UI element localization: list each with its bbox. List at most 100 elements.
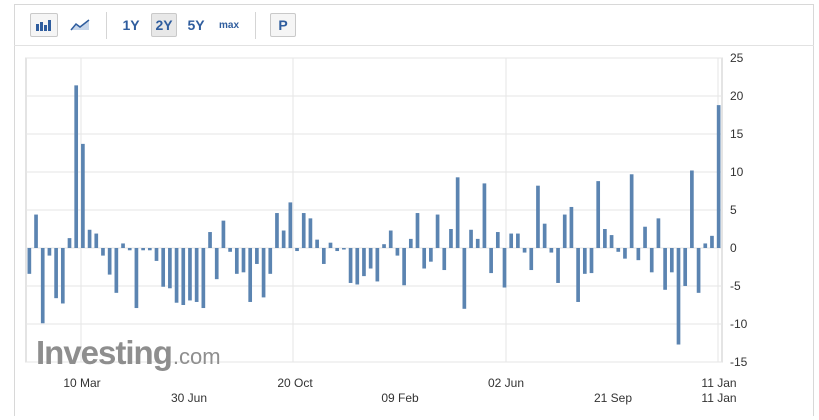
range-2y-button[interactable]: 2Y (151, 13, 177, 37)
print-button[interactable]: P (270, 13, 296, 37)
bar (589, 248, 594, 274)
bar (509, 233, 514, 248)
y-tick-label: -5 (730, 279, 741, 293)
bar (502, 248, 507, 288)
bar (382, 244, 386, 248)
bar (495, 232, 500, 248)
bar (676, 248, 681, 345)
bar (395, 248, 400, 256)
bar (295, 248, 299, 252)
bar (489, 248, 493, 274)
bar (308, 218, 313, 248)
bar (60, 248, 65, 304)
bar (616, 248, 621, 252)
bar (582, 248, 587, 274)
x-tick-label: 20 Oct (277, 376, 313, 390)
x-tick-label: 21 Sep (594, 391, 632, 405)
x-tick-label: 09 Feb (381, 391, 419, 405)
bar (315, 239, 319, 248)
bar-chart-button[interactable] (30, 13, 58, 37)
x-tick-label: 11 Jan (701, 391, 736, 405)
bar (408, 238, 413, 248)
bar (516, 233, 520, 248)
bar (168, 248, 172, 289)
bar (275, 213, 279, 248)
bar (34, 214, 38, 248)
bar (281, 230, 286, 248)
bar (348, 248, 353, 283)
y-tick-label: 25 (730, 51, 744, 65)
bar (696, 248, 701, 293)
bar (442, 248, 447, 271)
bar (596, 181, 601, 248)
line-chart-button[interactable] (66, 13, 94, 37)
bar (101, 248, 105, 256)
bar (435, 214, 440, 248)
bar (656, 218, 661, 248)
bar (261, 248, 266, 298)
bar (40, 248, 45, 324)
y-tick-label: 10 (730, 165, 744, 179)
bar (482, 183, 487, 248)
bar (188, 248, 192, 301)
toolbar-separator (255, 12, 256, 39)
bar (375, 248, 380, 282)
bar (529, 248, 534, 271)
bar (127, 248, 132, 251)
bar (107, 248, 112, 275)
bar (255, 248, 259, 264)
line-chart-icon (70, 19, 90, 31)
bar (154, 248, 159, 261)
bar (208, 232, 212, 248)
bar (663, 248, 667, 290)
bar (603, 229, 607, 248)
bar (181, 248, 186, 305)
bar (522, 248, 527, 253)
bar (321, 248, 326, 264)
bar (241, 248, 246, 273)
x-tick-label: 02 Jun (488, 376, 524, 390)
x-tick-label: 11 Jan (701, 376, 736, 390)
bar (328, 242, 333, 248)
bar (114, 248, 119, 293)
range-1y-button[interactable]: 1Y (122, 17, 140, 33)
y-tick-label: 0 (730, 241, 737, 255)
range-max-button[interactable]: max (218, 19, 239, 31)
bar (542, 223, 547, 248)
bar (342, 248, 346, 250)
bar (194, 248, 199, 302)
range-5y-button[interactable]: 5Y (187, 17, 205, 33)
y-tick-label: 20 (730, 89, 744, 103)
toolbar-separator (106, 12, 107, 39)
bar (134, 248, 139, 309)
bar (141, 248, 145, 251)
bar (301, 213, 306, 248)
bar (121, 243, 125, 248)
bar (368, 248, 373, 269)
bar-chart-icon (36, 20, 51, 31)
bar (201, 248, 206, 309)
bar (335, 248, 340, 252)
bar (649, 248, 654, 273)
x-tick-label: 10 Mar (63, 376, 100, 390)
bar (174, 248, 179, 303)
bar (214, 248, 219, 280)
bar (609, 235, 614, 248)
bar (288, 202, 293, 248)
bar (388, 230, 393, 248)
bar (67, 238, 72, 248)
bar (710, 235, 714, 248)
bar (576, 248, 580, 302)
bar (643, 226, 647, 248)
chart-frame (14, 4, 814, 416)
bar (87, 229, 92, 248)
bar (536, 185, 540, 248)
bar (629, 174, 634, 248)
bar (268, 248, 273, 274)
bar (47, 248, 52, 256)
x-tick-label: 30 Jun (171, 391, 207, 405)
bar (549, 248, 554, 253)
bar (415, 213, 420, 248)
bar (362, 248, 366, 277)
bar (669, 248, 674, 273)
